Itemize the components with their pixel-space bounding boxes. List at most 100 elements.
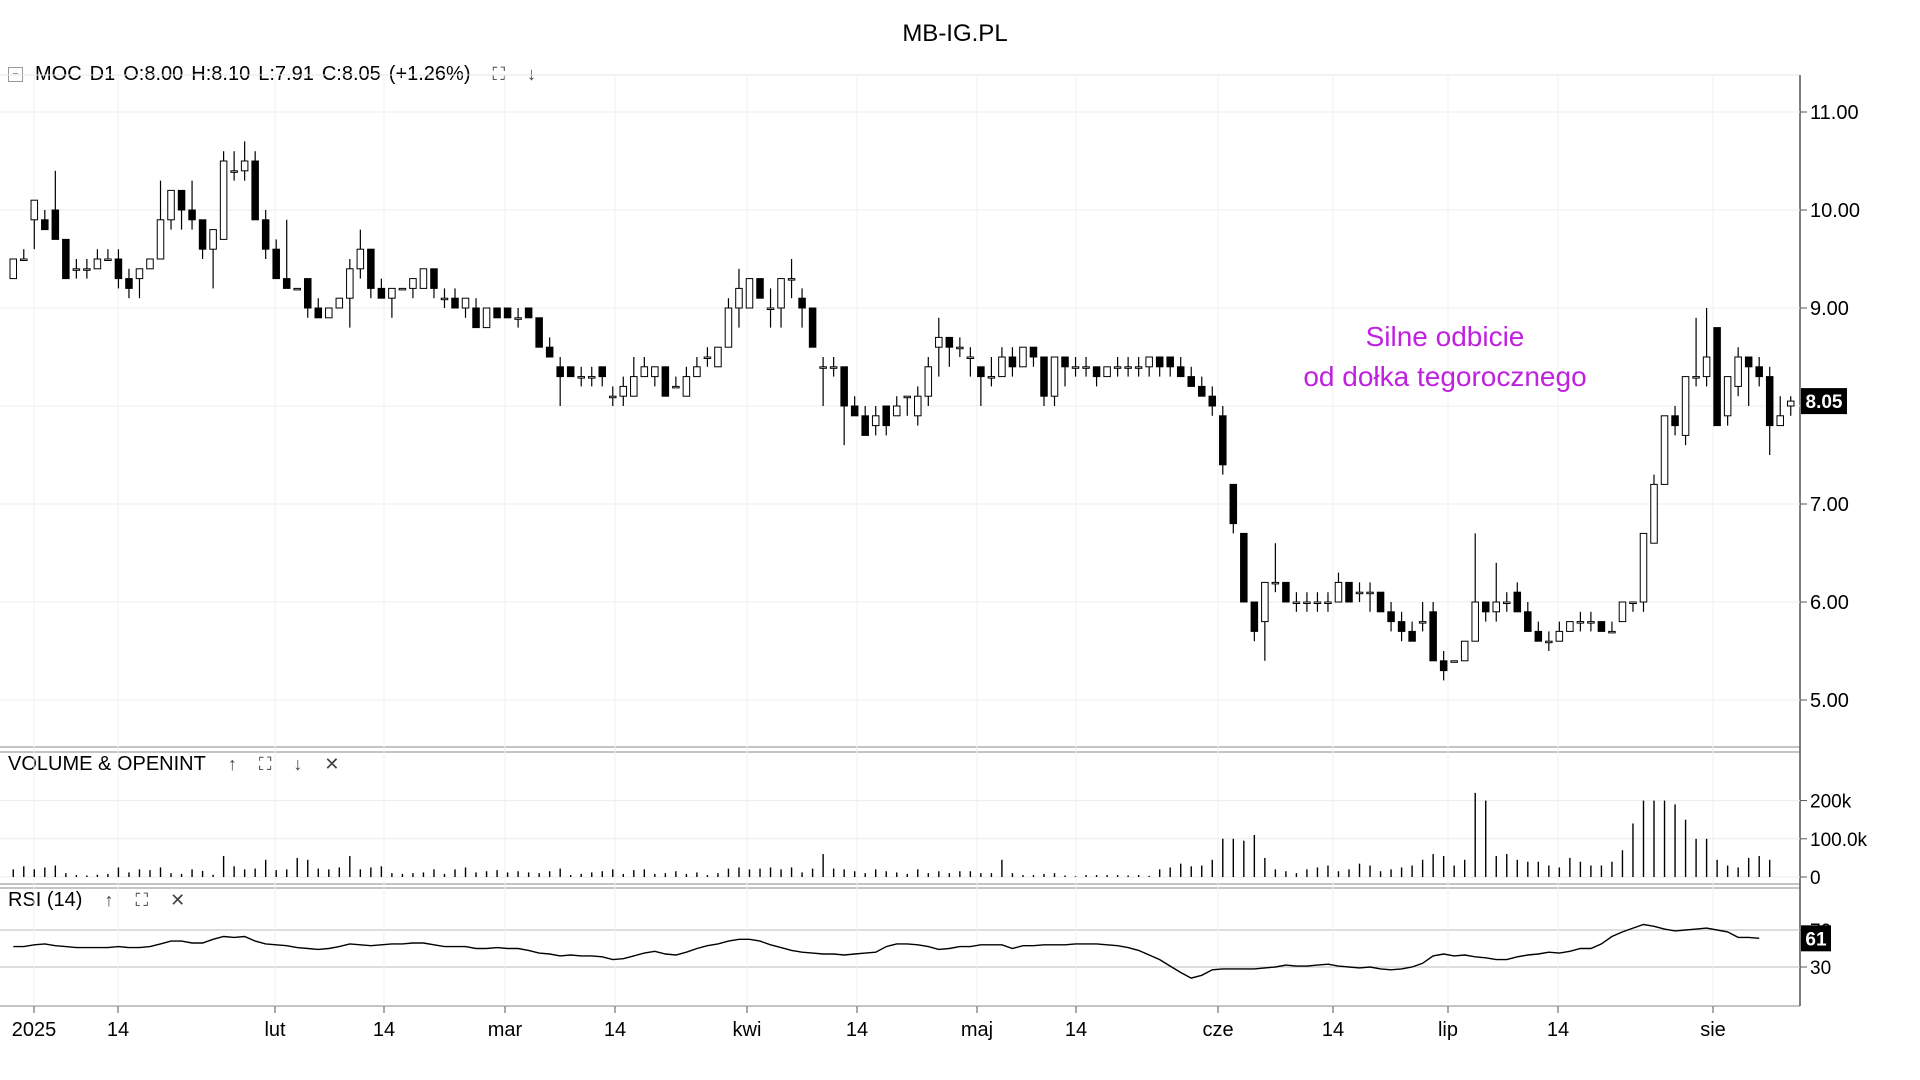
candle-body (1513, 591, 1522, 613)
candle-body (398, 287, 407, 291)
candle-body (956, 346, 964, 350)
candle (1608, 621, 1616, 634)
candle-body (335, 297, 344, 309)
candle (956, 337, 964, 357)
candle-body (882, 405, 890, 427)
candle (1355, 582, 1364, 602)
arrow-down-icon[interactable]: ↓ (293, 754, 303, 774)
candle (840, 366, 848, 446)
candle (1618, 601, 1627, 623)
candle-body (777, 278, 785, 309)
candle (1429, 602, 1437, 662)
candle (1313, 592, 1322, 612)
candle-body (672, 385, 680, 389)
x-tick-label: 14 (1547, 1019, 1569, 1041)
candle-body (251, 160, 259, 221)
x-tick-label: 14 (107, 1019, 129, 1041)
candle-body (787, 278, 796, 281)
maximize-icon[interactable]: ⛶ (258, 754, 272, 774)
candle-body (1534, 630, 1543, 642)
candle-body (524, 307, 533, 319)
candle-body (1071, 366, 1080, 369)
candle (303, 278, 312, 318)
candle (272, 239, 280, 280)
x-tick-label: kwi (733, 1019, 762, 1041)
candle (1261, 581, 1269, 661)
candle-body (756, 278, 764, 299)
candle-body (1113, 366, 1122, 369)
candle (745, 278, 754, 309)
candle-body (1387, 611, 1395, 623)
candle-body (230, 170, 238, 173)
candle-body (1029, 346, 1038, 358)
candle (945, 336, 954, 367)
candle (777, 278, 785, 328)
candle-body (861, 415, 869, 436)
candle-body (987, 376, 996, 379)
candle (1786, 396, 1795, 416)
candle (1629, 601, 1637, 612)
maximize-icon[interactable]: ⛶ (135, 890, 149, 910)
candle (1681, 376, 1690, 446)
candle-body (272, 248, 280, 280)
candle (1524, 602, 1532, 632)
candle-body (556, 366, 564, 378)
y-tick-label: 5.00 (1810, 690, 1849, 712)
candle-body (924, 366, 933, 397)
close-icon[interactable]: ✕ (324, 754, 340, 774)
candle (819, 357, 827, 406)
candle-body (503, 307, 512, 319)
candle-body (1545, 640, 1553, 644)
candle-body (745, 278, 754, 309)
candle-body (114, 258, 123, 280)
candle-body (482, 307, 491, 329)
change-value: (+1.26%) (388, 63, 471, 85)
candle (1282, 581, 1290, 603)
candle-body (1092, 366, 1101, 378)
candle (1176, 357, 1185, 378)
maximize-icon[interactable]: ⛶ (492, 64, 506, 84)
candle (398, 287, 407, 291)
arrow-up-icon[interactable]: ↑ (104, 890, 114, 910)
close-icon[interactable]: ✕ (170, 890, 186, 910)
candle (1366, 582, 1374, 612)
candle-body (966, 356, 975, 359)
candle-body (1040, 356, 1048, 397)
candle (1671, 406, 1679, 436)
x-tick-label: lut (264, 1019, 286, 1041)
candle (977, 366, 985, 406)
candle-body (167, 189, 175, 221)
candle-body (1702, 356, 1711, 378)
candle (682, 366, 691, 397)
arrow-up-icon[interactable]: ↑ (227, 754, 237, 774)
candle (703, 347, 712, 367)
candle-body (892, 405, 901, 417)
candle-body (587, 376, 596, 379)
candle-body (1124, 366, 1132, 369)
candle-body (1366, 591, 1374, 595)
candle (20, 249, 28, 261)
candle-body (1555, 630, 1564, 642)
candle (1387, 602, 1395, 632)
volume-pane-header: VOLUME & OPENINT ↑ ⛶ ↓ ✕ (8, 753, 340, 776)
candle-body (125, 278, 133, 289)
candle (1503, 592, 1511, 612)
candle-body (177, 189, 186, 211)
close-value: C:8.05 (321, 63, 381, 85)
candle-body (493, 307, 501, 319)
candle (1029, 346, 1038, 367)
candle-body (1082, 366, 1090, 369)
candle-body (72, 268, 81, 271)
candle (1008, 347, 1017, 377)
candle (1103, 366, 1111, 378)
annotation-line-2: od dołka tegorocznego (1303, 361, 1586, 392)
candle-body (156, 219, 165, 260)
arrow-down-icon[interactable]: ↓ (527, 64, 537, 84)
candle-body (1050, 356, 1059, 397)
volume-pane-title: VOLUME & OPENINT (8, 753, 206, 775)
candle-body (808, 307, 817, 348)
candle (1155, 356, 1164, 377)
candle-body (1587, 621, 1595, 624)
candle-body (682, 376, 691, 397)
